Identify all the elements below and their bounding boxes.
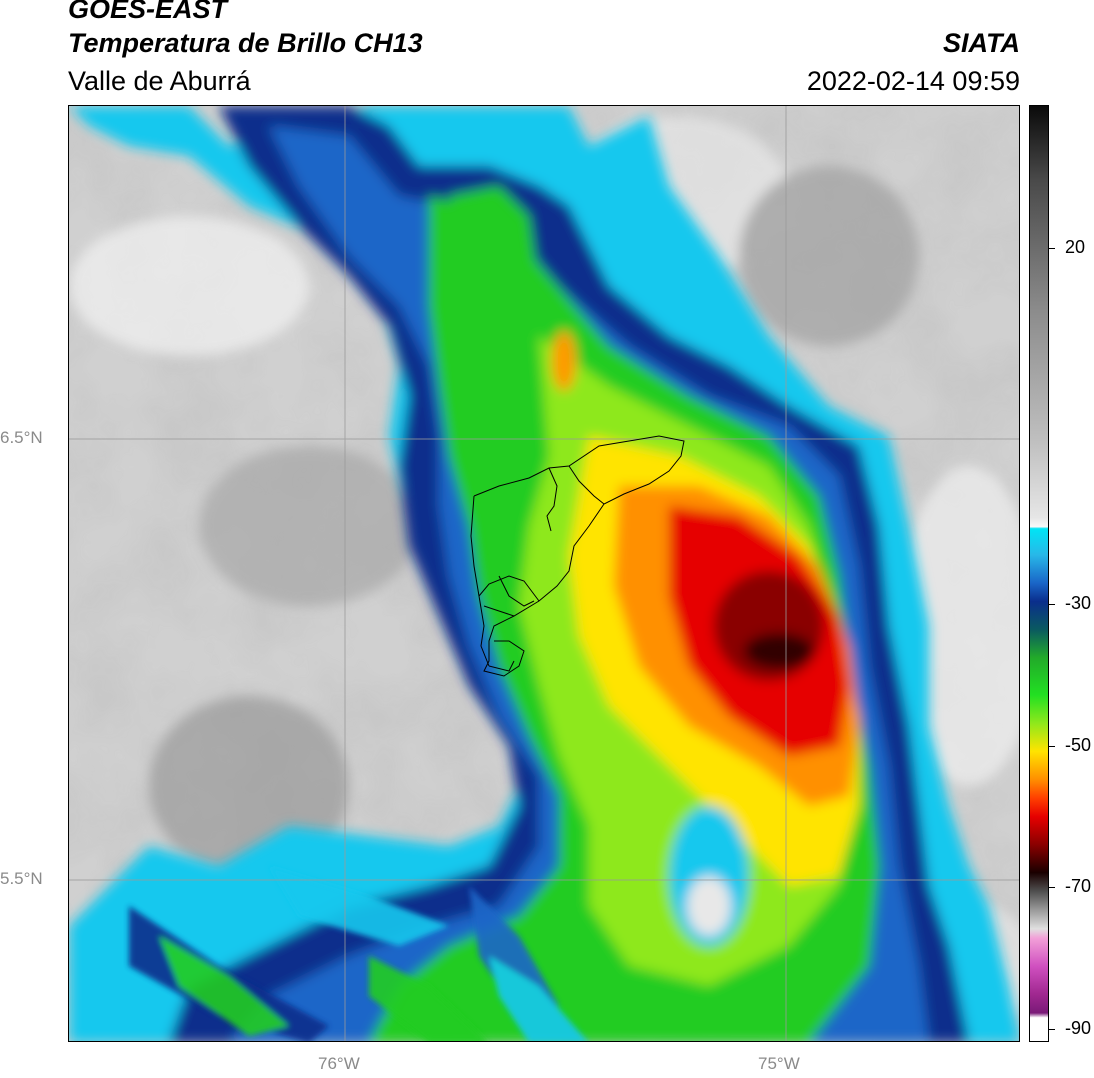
colorbar-tick-m70: [1049, 887, 1055, 888]
colorbar-label-m30: -30: [1065, 593, 1092, 613]
region-subtitle: Valle de Aburrá: [68, 66, 251, 96]
colorbar-label-20: 20: [1065, 237, 1086, 257]
cloud-north-yellow: [552, 331, 576, 391]
colorbar-tick-20: [1049, 248, 1055, 249]
timestamp-label: 2022-02-14 09:59: [806, 66, 1020, 96]
organization-label: SIATA: [943, 28, 1020, 58]
satellite-map[interactable]: [68, 105, 1020, 1042]
lat-label-6-5: 6.5°N: [0, 428, 43, 447]
colorbar-label-m90: -90: [1065, 1018, 1092, 1038]
cloud-black-core: [744, 633, 814, 669]
product-title: Temperatura de Brillo CH13: [68, 28, 423, 58]
colorbar-label-m70: -70: [1065, 876, 1092, 896]
lon-label-75w: 75°W: [758, 1054, 800, 1073]
graticule: [69, 106, 1019, 1041]
colorbar-label-m50: -50: [1065, 735, 1092, 755]
colorbar-tick-m90: [1049, 1029, 1055, 1030]
cloud-system: [69, 106, 1019, 1041]
southern-streaks: [129, 866, 588, 1041]
colorbar-tick-m50: [1049, 746, 1055, 747]
colorbar: [1029, 105, 1049, 1042]
lat-label-5-5: 5.5°N: [0, 869, 43, 888]
lon-label-76w: 76°W: [318, 1054, 360, 1073]
valle-aburra-boundary: [470, 435, 685, 677]
cloud-south-hole-inner: [687, 876, 731, 936]
cloud-north-tongue: [449, 186, 539, 336]
colorbar-tick-m30: [1049, 604, 1055, 605]
satellite-title: GOES-EAST: [68, 0, 228, 24]
